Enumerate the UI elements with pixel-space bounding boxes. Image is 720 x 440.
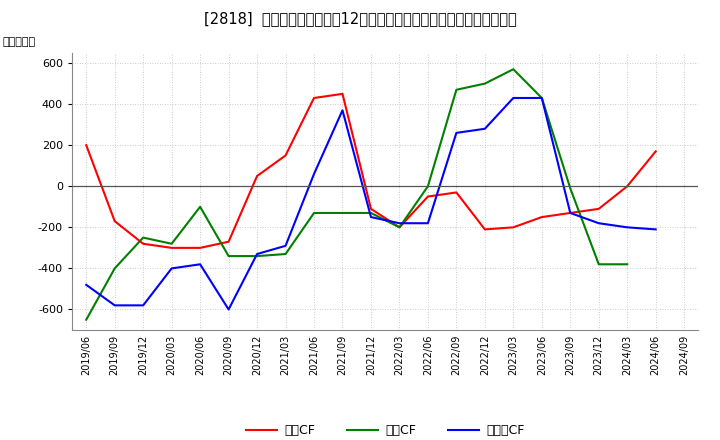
営業CF xyxy=(139,241,148,246)
投賃CF xyxy=(282,251,290,257)
投賃CF xyxy=(253,253,261,259)
営業CF xyxy=(566,210,575,216)
フリーCF xyxy=(595,220,603,226)
投賃CF xyxy=(423,183,432,189)
投賃CF xyxy=(537,95,546,101)
営業CF xyxy=(310,95,318,101)
フリーCF xyxy=(310,171,318,176)
Legend: 営業CF, 投賃CF, フリーCF: 営業CF, 投賃CF, フリーCF xyxy=(240,419,530,440)
フリーCF xyxy=(652,227,660,232)
フリーCF xyxy=(509,95,518,101)
投賃CF xyxy=(595,262,603,267)
投賃CF xyxy=(110,266,119,271)
フリーCF xyxy=(253,251,261,257)
営業CF xyxy=(253,173,261,179)
フリーCF xyxy=(366,214,375,220)
投賃CF xyxy=(196,204,204,209)
営業CF xyxy=(110,219,119,224)
投賃CF xyxy=(366,210,375,216)
営業CF xyxy=(423,194,432,199)
フリーCF xyxy=(480,126,489,132)
投賃CF xyxy=(452,87,461,92)
投賃CF xyxy=(167,241,176,246)
投賃CF xyxy=(310,210,318,216)
フリーCF xyxy=(452,130,461,136)
営業CF xyxy=(82,143,91,148)
投賃CF xyxy=(82,317,91,323)
投賃CF xyxy=(623,262,631,267)
投賃CF xyxy=(139,235,148,240)
Line: 営業CF: 営業CF xyxy=(86,94,656,248)
営業CF xyxy=(537,214,546,220)
フリーCF xyxy=(82,282,91,287)
フリーCF xyxy=(110,303,119,308)
Y-axis label: （百万円）: （百万円） xyxy=(2,37,35,47)
営業CF xyxy=(366,206,375,212)
投賃CF xyxy=(480,81,489,86)
フリーCF xyxy=(282,243,290,249)
フリーCF xyxy=(167,266,176,271)
フリーCF xyxy=(566,210,575,216)
営業CF xyxy=(480,227,489,232)
営業CF xyxy=(225,239,233,244)
フリーCF xyxy=(623,225,631,230)
営業CF xyxy=(338,91,347,96)
営業CF xyxy=(595,206,603,212)
フリーCF xyxy=(225,307,233,312)
フリーCF xyxy=(338,108,347,113)
営業CF xyxy=(452,190,461,195)
フリーCF xyxy=(423,220,432,226)
Line: フリーCF: フリーCF xyxy=(86,98,656,309)
フリーCF xyxy=(537,95,546,101)
営業CF xyxy=(167,245,176,250)
フリーCF xyxy=(139,303,148,308)
営業CF xyxy=(652,149,660,154)
フリーCF xyxy=(395,220,404,226)
営業CF xyxy=(509,225,518,230)
営業CF xyxy=(395,225,404,230)
投賃CF xyxy=(225,253,233,259)
投賃CF xyxy=(338,210,347,216)
Text: [2818]  キャッシュフローの12か月移動合計の対前年同期増減額の推移: [2818] キャッシュフローの12か月移動合計の対前年同期増減額の推移 xyxy=(204,11,516,26)
Line: 投賃CF: 投賃CF xyxy=(86,69,627,320)
フリーCF xyxy=(196,262,204,267)
営業CF xyxy=(282,153,290,158)
投賃CF xyxy=(566,186,575,191)
営業CF xyxy=(623,183,631,189)
投賃CF xyxy=(509,66,518,72)
投賃CF xyxy=(395,225,404,230)
営業CF xyxy=(196,245,204,250)
